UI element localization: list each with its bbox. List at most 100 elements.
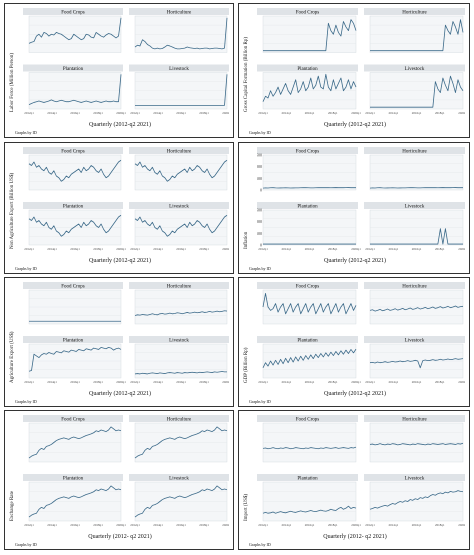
- x-tick-label: 2016q1: [176, 380, 186, 384]
- subplot: Livestock 2012q1 2014q1 2016q1 2018q1 2020q1: [364, 202, 465, 251]
- series-line: [369, 490, 464, 510]
- series-name: Plantation: [297, 339, 318, 344]
- chart-panel: Labor Force (Million Person) Quarterly (2…: [4, 3, 234, 138]
- series-line: [135, 74, 228, 106]
- series-line: [28, 74, 122, 105]
- subplot: Livestock 2012q1 2014q1 2016q1 2018q1 2020q1: [364, 474, 465, 527]
- x-axis-label: Quarterly (2012-q2 2021): [89, 258, 151, 264]
- series-line: [262, 446, 357, 450]
- x-tick-label: 2014q1: [388, 523, 398, 527]
- graph-note: Graphs by ID: [249, 130, 271, 135]
- subplot: Plantation 2012q1 2014q1 2016q1 2018q1 2020q1: [23, 64, 126, 115]
- x-tick-label: 2018q1: [93, 111, 103, 115]
- subplot-header: [257, 415, 358, 422]
- x-axis-label: Quarterly (2012-q2 2021): [89, 122, 151, 128]
- series-line: [262, 73, 357, 102]
- series-name: Horticulture: [167, 418, 192, 423]
- series-line: [369, 442, 464, 446]
- x-tick-label: 2020q1: [351, 111, 361, 115]
- x-tick-label: 2020q1: [222, 523, 229, 527]
- series-line: [262, 348, 357, 368]
- x-tick-label: 2012q1: [24, 247, 34, 251]
- subplot: Livestock 2012q1 2014q1 2016q1 2018q1 2020q1: [129, 64, 229, 115]
- chart-panel: Exchange Rate Quarterly (2012- q2 2021) Gr…: [4, 410, 234, 550]
- subplot: Horticulture: [129, 8, 229, 53]
- x-tick-label: 2018q1: [93, 247, 103, 251]
- series-name: Horticulture: [402, 150, 427, 155]
- subplot-header: [129, 415, 229, 422]
- y-axis-label: Import (US$): [244, 493, 249, 521]
- chart-panel: Gross Capital Formation (Billion Rp) Quar…: [238, 3, 470, 138]
- subplot: Horticulture: [129, 415, 229, 463]
- series-line: [370, 19, 464, 52]
- x-tick-label: 2018q1: [435, 523, 445, 527]
- series-name: Plantation: [297, 477, 318, 482]
- y-tick-label: 1500: [257, 153, 262, 158]
- graph-note: Graphs by ID: [15, 266, 37, 271]
- series-line: [262, 505, 357, 514]
- subplot-header: [257, 202, 358, 209]
- subplot: Food Crops: [257, 282, 358, 325]
- subplot-header: [23, 8, 123, 15]
- series-name: Livestock: [169, 67, 189, 72]
- x-tick-label: 2012q1: [365, 523, 375, 527]
- subplot: Livestock 2012q1 2014q1 2016q1 2018q1 2020q1: [129, 336, 229, 384]
- series-line: [263, 19, 357, 52]
- chart-svg: Food Crops Horticulture Plantation 2012q1 20…: [23, 282, 229, 384]
- x-tick-label: 2012q1: [258, 247, 268, 251]
- chart-panel: Import (US$) Quarterly (2012- q2 2021) Gra…: [238, 410, 470, 550]
- y-axis-label: GDP (Billion Rp): [244, 347, 249, 383]
- series-line: [28, 346, 122, 372]
- series-name: Plantation: [63, 477, 84, 482]
- x-tick-label: 2016q1: [70, 247, 80, 251]
- x-tick-label: 2018q1: [199, 247, 209, 251]
- subplot: Plantation 2012q1 2014q1 2016q1 2018q1 2020q1: [257, 336, 361, 384]
- x-tick-label: 2018q1: [199, 523, 209, 527]
- x-tick-label: 2018q1: [93, 380, 103, 384]
- x-tick-label: 2020q1: [458, 247, 465, 251]
- series-name: Food Crops: [296, 418, 320, 423]
- subplot: Food Crops 0 500 1000 1500: [257, 147, 358, 193]
- chart-svg: Food Crops Horticulture Plantation 2012q1 20…: [23, 8, 229, 115]
- series-line: [134, 310, 228, 316]
- x-tick-label: 2014q1: [153, 523, 163, 527]
- subplot: Food Crops: [23, 282, 123, 325]
- subplot: Food Crops: [23, 415, 123, 463]
- x-tick-label: 2014q1: [388, 380, 398, 384]
- x-tick-label: 2016q1: [70, 111, 80, 115]
- y-tick-label: 1500: [257, 208, 262, 213]
- x-tick-label: 2014q1: [47, 523, 57, 527]
- subplot-header: [257, 282, 358, 289]
- subplot: Food Crops: [257, 415, 358, 463]
- y-axis-label: Gross Capital Formation (Billion Rp): [244, 36, 249, 112]
- series-name: Food Crops: [61, 418, 85, 423]
- subplot: Livestock 2012q1 2014q1 2016q1 2018q1 2020q1: [129, 474, 229, 527]
- x-tick-label: 2020q1: [458, 523, 465, 527]
- x-tick-label: 2020q1: [116, 111, 126, 115]
- subplot-header: [23, 415, 123, 422]
- x-tick-label: 2016q1: [176, 247, 186, 251]
- subplot-header: [23, 282, 123, 289]
- x-tick-label: 2016q1: [305, 111, 315, 115]
- subplot-header: [257, 8, 358, 15]
- x-tick-label: 2018q1: [435, 380, 445, 384]
- x-tick-label: 2016q1: [176, 523, 186, 527]
- x-tick-label: 2018q1: [328, 380, 338, 384]
- x-tick-label: 2020q1: [458, 380, 465, 384]
- x-tick-label: 2014q1: [281, 523, 291, 527]
- x-tick-label: 2016q1: [176, 111, 186, 115]
- series-line: [134, 371, 227, 375]
- subplot: Horticulture: [364, 147, 465, 191]
- subplot-header: [129, 336, 229, 343]
- series-line: [28, 159, 122, 182]
- x-tick-label: 2018q1: [328, 247, 338, 251]
- x-tick-label: 2014q1: [47, 380, 57, 384]
- x-tick-label: 2014q1: [153, 247, 163, 251]
- x-tick-label: 2012q1: [130, 523, 140, 527]
- series-name: Livestock: [405, 67, 425, 72]
- x-tick-label: 2020q1: [458, 111, 465, 115]
- subplot: Livestock 2012q1 2014q1 2016q1 2018q1 2020q1: [129, 202, 229, 251]
- subplot: Horticulture: [129, 147, 229, 191]
- series-name: Food Crops: [61, 285, 85, 290]
- subplot: Livestock 2012q1 2014q1 2016q1 2018q1 2020q1: [364, 64, 465, 115]
